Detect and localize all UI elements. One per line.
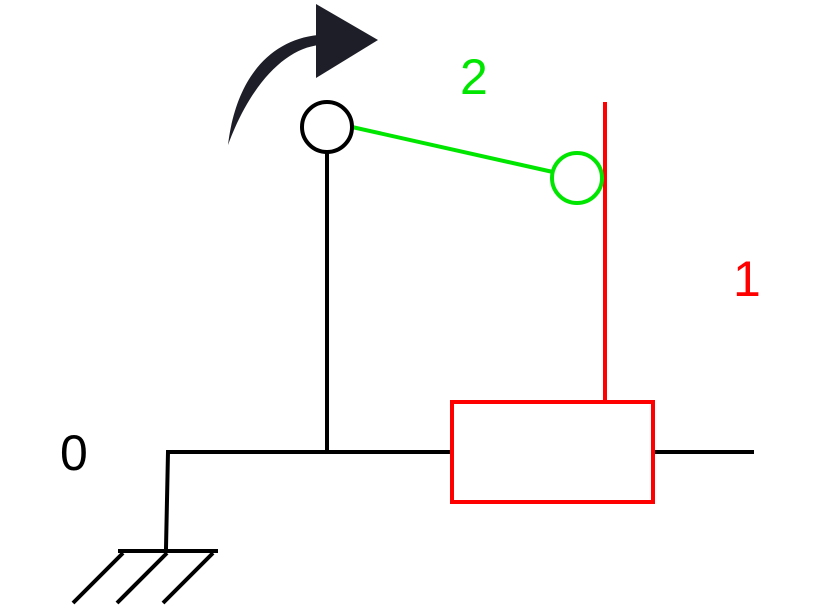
ground-link <box>163 150 754 551</box>
ground-hatch-icon <box>71 549 218 605</box>
slider-link <box>450 102 655 504</box>
slider-block <box>450 400 655 504</box>
ground-frame-line <box>163 450 453 551</box>
fixed-pivot-joint <box>300 100 354 154</box>
curved-arrow-icon <box>228 4 378 145</box>
slider-label: 1 <box>733 251 761 307</box>
crank-label: 2 <box>460 49 488 105</box>
crank-link <box>351 125 604 205</box>
crank-bar <box>351 125 554 174</box>
crank-pin-joint <box>550 151 604 205</box>
ground-label: 0 <box>60 425 88 481</box>
